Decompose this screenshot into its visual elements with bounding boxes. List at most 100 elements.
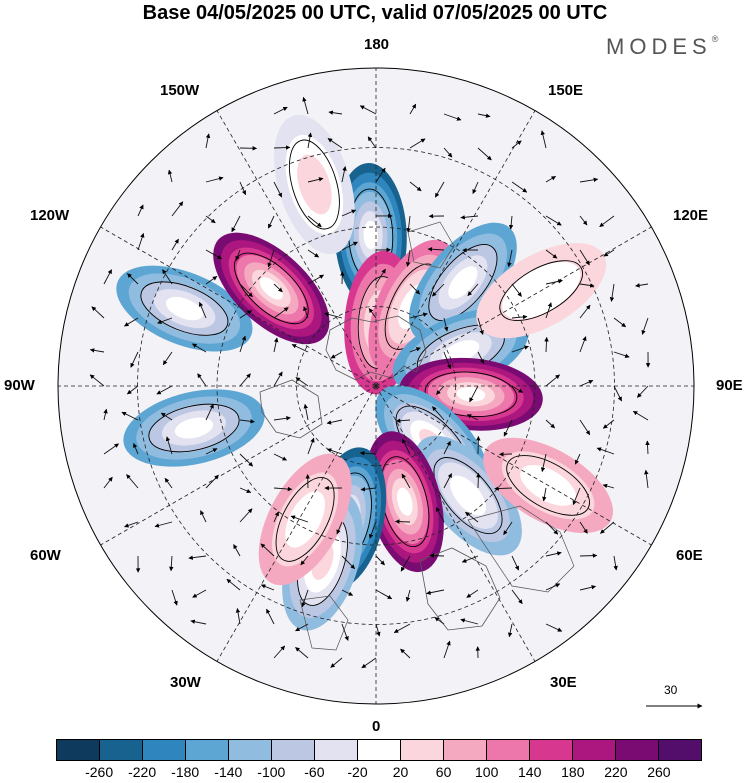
wind-arrow: [273, 283, 283, 293]
wind-arrow: [121, 411, 139, 421]
map-title: Base 04/05/2025 00 UTC, valid 07/05/2025…: [142, 2, 608, 24]
anomaly-contour-fill: [285, 491, 325, 548]
colorbar-ticks: -260 -220 -180 -140 -100 -60 -20 20 60 100 140 180 2…: [0, 764, 750, 783]
wind-arrow: [327, 138, 343, 149]
wind-arrow: [359, 450, 377, 456]
wind-arrow: [645, 440, 650, 455]
wind-arrow: [477, 147, 492, 161]
wind-arrow: [267, 215, 275, 229]
colorbar-tick-label: 60: [435, 764, 452, 780]
colorbar-tick-label: 220: [604, 764, 628, 780]
wind-arrow: [477, 113, 491, 118]
colorbar-swatch: [573, 740, 616, 760]
wind-arrow: [375, 268, 386, 285]
wind-arrow: [443, 113, 462, 121]
wind-arrow: [205, 215, 216, 224]
brand-name: MODES: [606, 34, 712, 59]
colorbar-swatch: [659, 740, 701, 760]
wind-arrow: [545, 302, 552, 319]
wind-arrow: [198, 301, 207, 319]
wind-arrow: [307, 215, 322, 228]
wind-arrow: [260, 584, 275, 591]
colorbar-swatch: [358, 740, 401, 760]
wind-arrow: [545, 176, 556, 183]
wind-arrow: [235, 249, 241, 261]
wind-arrow: [171, 201, 184, 217]
wind-arrow: [341, 555, 356, 570]
wind-arrow: [632, 410, 649, 421]
colorbar-tick-label: 20: [392, 764, 409, 780]
anomaly-center: [213, 232, 330, 345]
label-60w: 60W: [30, 547, 61, 564]
colorbar-tick-label: 140: [518, 764, 542, 780]
anomaly-contour-fill: [174, 417, 214, 439]
wind-arrow: [200, 510, 207, 523]
wind-arrow: [267, 249, 275, 268]
wind-arrow: [157, 317, 173, 324]
wind-arrow: [336, 521, 343, 535]
label-90w: 90W: [4, 377, 35, 394]
wind-arrow: [124, 317, 139, 327]
anomaly-contour-fill: [363, 220, 378, 250]
wind-arrow: [579, 249, 590, 266]
colorbar-swatch: [272, 740, 315, 760]
wind-arrow: [443, 147, 453, 158]
wind-arrow: [465, 511, 479, 523]
height-contour: [433, 457, 503, 535]
anomaly-center: [414, 435, 522, 556]
wind-arrow: [431, 283, 445, 297]
height-contour: [288, 139, 340, 230]
colorbar-tick-label: 180: [561, 764, 585, 780]
wind-arrow: [466, 589, 479, 598]
wind-arrow: [273, 337, 279, 353]
wind-arrow: [545, 279, 563, 285]
wind-arrow: [427, 247, 445, 252]
wind-arrow: [375, 167, 386, 183]
wind-arrow: [600, 521, 615, 534]
wind-arrow: [341, 209, 357, 217]
wind-arrow: [341, 589, 354, 596]
wind-arrow: [137, 204, 144, 217]
wind-arrow: [409, 103, 417, 115]
wind-arrow: [103, 408, 108, 421]
wind-arrow: [171, 238, 179, 251]
wind-arrow: [511, 345, 529, 353]
wind-arrow: [409, 138, 426, 149]
wind-arrow: [273, 511, 279, 523]
wind-arrow: [156, 385, 173, 395]
height-contour: [140, 281, 229, 336]
wind-arrow: [579, 304, 591, 319]
wind-arrow: [503, 521, 513, 536]
wind-arrow: [545, 521, 559, 535]
height-contour: [499, 260, 583, 321]
anomaly-contour-fill: [450, 475, 486, 516]
colorbar-tick-label: -180: [171, 764, 200, 780]
colorbar-tick-label: -140: [214, 764, 243, 780]
wind-arrow: [303, 403, 309, 421]
colorbar-tick-label: -60: [304, 764, 325, 780]
colorbar-swatch: [186, 740, 229, 760]
wind-arrow: [103, 443, 119, 455]
anomaly-contour-fill: [259, 277, 283, 300]
wind-arrow: [461, 555, 479, 563]
wind-arrow: [613, 317, 627, 328]
wind-arrow: [188, 555, 207, 560]
wind-arrow: [273, 416, 291, 421]
wind-arrow: [545, 623, 563, 632]
wind-arrow: [511, 385, 523, 393]
wind-arrow: [103, 476, 113, 489]
wind-arrow: [89, 348, 105, 353]
wind-arrow: [124, 521, 139, 528]
wind-arrow: [167, 169, 173, 183]
wind-arrow: [91, 306, 105, 319]
wind-arrow: [400, 555, 411, 572]
wind-arrow: [443, 473, 452, 489]
wind-arrow: [239, 310, 252, 319]
wind-arrow: [192, 343, 207, 353]
wind-arrow: [409, 347, 421, 353]
wind-arrow: [273, 645, 286, 659]
wind-arrow: [401, 473, 411, 489]
wind-arrow: [545, 583, 561, 591]
height-contour: [428, 244, 498, 321]
wind-arrow: [545, 551, 562, 557]
